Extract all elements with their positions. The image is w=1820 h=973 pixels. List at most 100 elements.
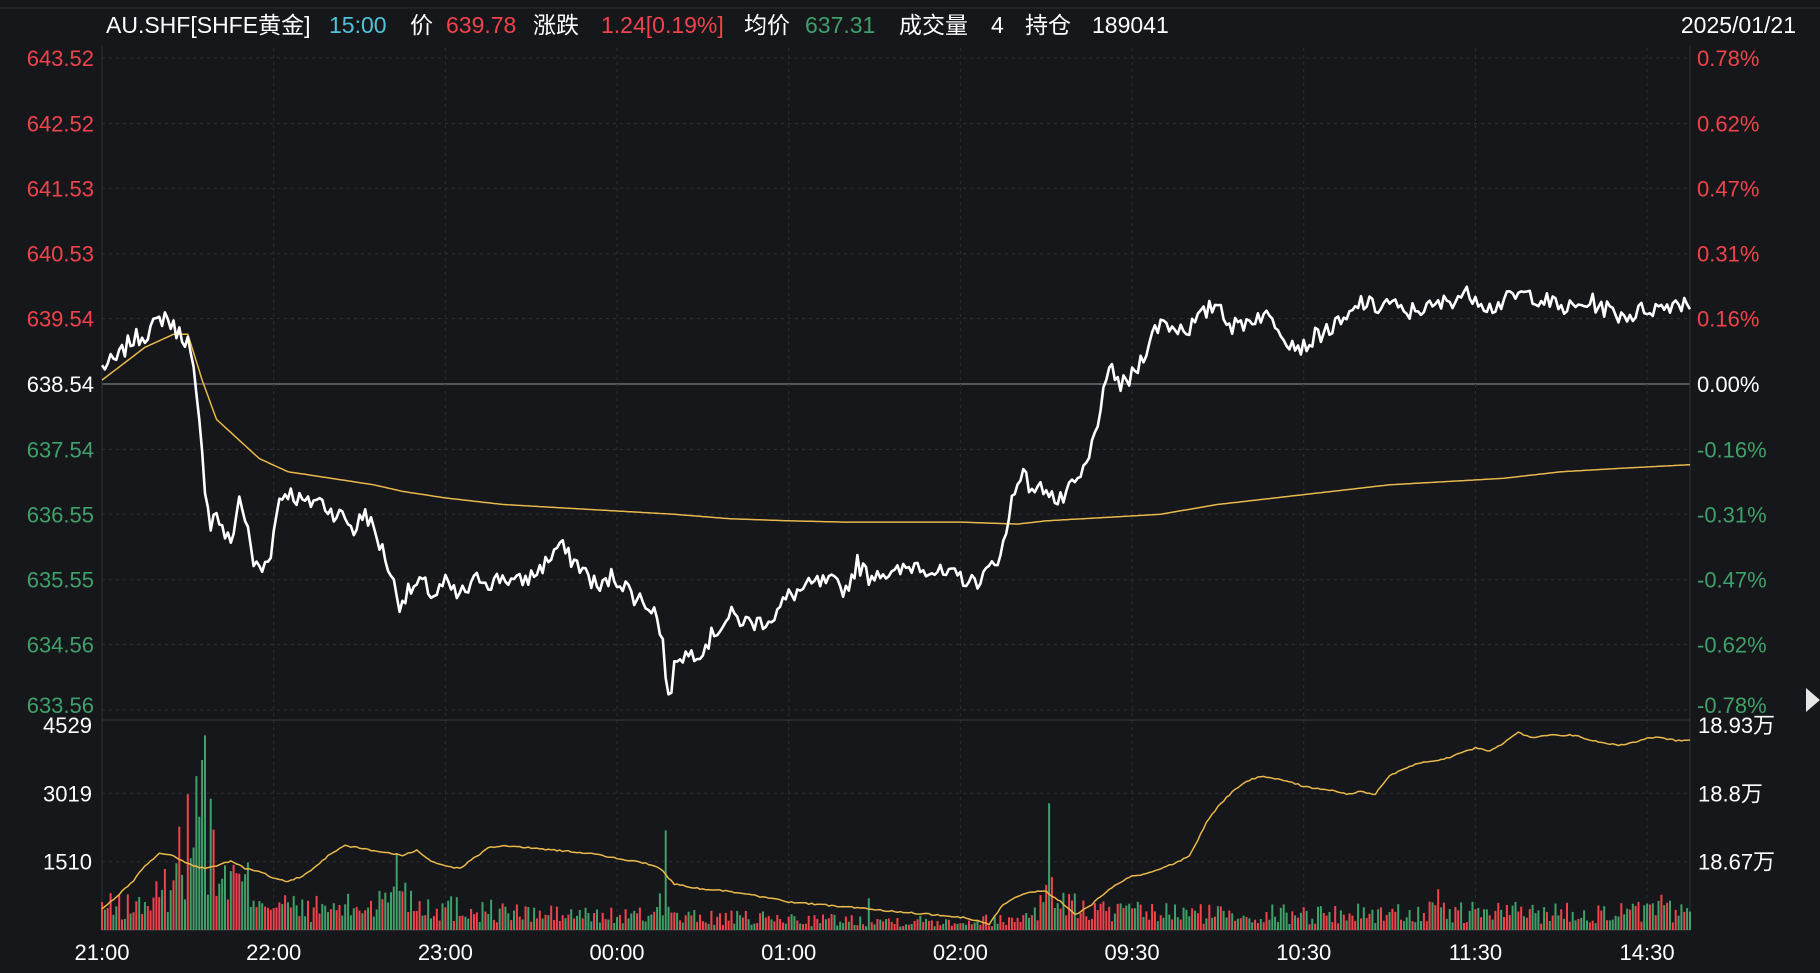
time-tick-label: 22:00 xyxy=(246,940,301,965)
price-tick-label: 634.56 xyxy=(27,633,94,658)
percent-tick-label: 0.62% xyxy=(1697,111,1759,136)
volume-bar xyxy=(1651,903,1654,930)
volume-bar xyxy=(129,913,132,930)
volume-bar xyxy=(510,920,513,930)
volume-bar xyxy=(215,895,218,930)
volume-bar xyxy=(1669,900,1671,930)
volume-bar xyxy=(527,907,530,930)
volume-bar xyxy=(407,912,410,930)
volume-bar xyxy=(1185,909,1188,930)
volume-bar xyxy=(1534,913,1537,930)
volume-bar xyxy=(395,853,398,930)
volume-bar xyxy=(899,926,902,930)
volume-bar xyxy=(613,923,616,930)
volume-bar xyxy=(161,889,164,930)
volume-bar xyxy=(244,874,247,930)
oi-series xyxy=(101,731,1691,926)
volume-bar xyxy=(432,916,435,930)
volume-bar xyxy=(1428,901,1431,930)
volume-bar xyxy=(1065,915,1068,930)
volume-bar xyxy=(996,923,999,930)
volume-bar xyxy=(581,918,584,930)
volume-bar xyxy=(733,923,736,930)
volume-bar xyxy=(1422,913,1425,930)
open-interest-value: 189041 xyxy=(1092,12,1169,38)
volume-bar xyxy=(1388,912,1391,930)
volume-bar xyxy=(427,899,430,930)
volume-bar xyxy=(475,912,478,930)
volume-bar xyxy=(1531,904,1534,930)
volume-bar xyxy=(1385,914,1388,930)
price-tick-label: 633.56 xyxy=(27,693,94,718)
percent-axis-right: 0.78% 0.62% 0.47% 0.31% 0.16% 0.00% -0.16% -0.3… xyxy=(1697,46,1767,718)
volume-bar xyxy=(1674,909,1677,930)
volume-bar xyxy=(135,901,138,930)
volume-bar xyxy=(1199,904,1202,930)
play-icon[interactable] xyxy=(1806,688,1820,712)
change-value: 1.24[0.19%] xyxy=(601,12,724,38)
volume-bar xyxy=(1079,913,1082,930)
volume-bar xyxy=(1191,908,1194,930)
volume-bar xyxy=(1059,908,1062,930)
volume-bar xyxy=(149,910,152,930)
volume-bar xyxy=(287,902,289,930)
volume-bar xyxy=(235,873,238,930)
volume-bar xyxy=(1302,907,1305,930)
volume-bar xyxy=(284,895,287,930)
volume-bar xyxy=(473,914,475,930)
percent-tick-label: 0.31% xyxy=(1697,242,1759,267)
volume-bar xyxy=(962,923,965,930)
volume-bar xyxy=(942,923,945,930)
volume-bar xyxy=(390,892,392,930)
volume-label: 成交量 xyxy=(899,12,968,38)
volume-bar xyxy=(481,902,484,930)
volume-bar xyxy=(1382,920,1385,930)
volume-bar xyxy=(1677,915,1680,930)
volume-value: 4 xyxy=(991,12,1004,38)
volume-bar xyxy=(696,921,699,930)
volume-bar xyxy=(641,920,644,930)
volume-bar xyxy=(1586,920,1588,930)
volume-bar xyxy=(607,919,610,930)
volume-bar xyxy=(833,914,836,930)
volume-bar xyxy=(693,910,696,930)
volume-bar xyxy=(842,923,845,930)
volume-bar xyxy=(1623,914,1626,930)
volume-bar xyxy=(727,920,730,930)
volume-bar xyxy=(418,901,421,930)
volume-bar xyxy=(1128,903,1131,930)
volume-bar xyxy=(1523,916,1525,930)
volume-bar xyxy=(530,921,533,930)
volume-bar xyxy=(750,924,753,930)
volume-bar xyxy=(1311,918,1314,930)
volume-bar xyxy=(687,911,690,930)
price-series xyxy=(100,285,1692,696)
volume-bar xyxy=(1425,921,1428,930)
volume-bar xyxy=(1282,904,1285,930)
volume-bar xyxy=(704,922,707,930)
volume-bar xyxy=(1505,905,1508,930)
time-tick-label: 10:30 xyxy=(1276,940,1331,965)
volume-bar xyxy=(1331,922,1334,930)
volume-bar xyxy=(1182,907,1185,930)
volume-bar xyxy=(1056,903,1059,930)
volume-bar xyxy=(461,915,464,930)
price-tick-label: 637.54 xyxy=(27,437,94,462)
volume-bar xyxy=(830,914,833,930)
volume-bar xyxy=(1239,918,1242,930)
volume-bar xyxy=(850,915,853,930)
volume-bar xyxy=(616,917,618,930)
volume-bar xyxy=(684,915,687,930)
volume-bar xyxy=(1574,920,1577,930)
volume-bar xyxy=(450,896,453,930)
volume-bar xyxy=(770,919,773,930)
volume-bar xyxy=(907,924,910,930)
volume-bar xyxy=(1242,915,1245,930)
avg-series xyxy=(101,333,1691,525)
volume-bar xyxy=(541,918,544,930)
volume-bar xyxy=(1328,912,1331,930)
volume-bar xyxy=(1259,919,1262,930)
volume-bar xyxy=(859,916,862,930)
volume-bar xyxy=(1540,923,1543,930)
